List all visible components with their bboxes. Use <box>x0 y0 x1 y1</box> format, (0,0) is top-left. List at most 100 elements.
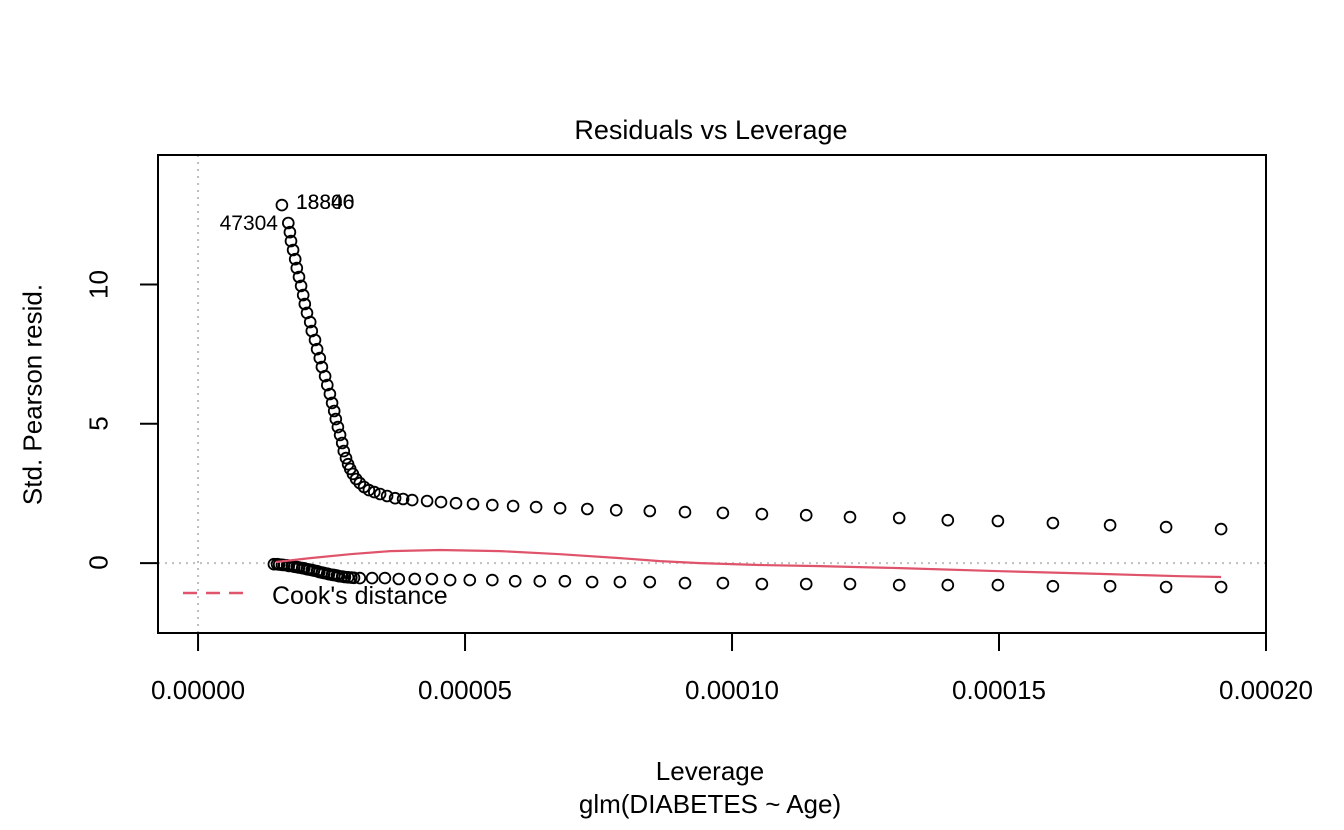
data-point <box>286 243 300 257</box>
data-point <box>449 496 463 510</box>
data-point <box>329 412 343 426</box>
x-axis-title: Leverage <box>655 756 765 786</box>
data-point <box>333 428 347 442</box>
data-point <box>799 508 813 522</box>
data-point <box>290 261 304 275</box>
data-point <box>941 513 955 527</box>
data-point <box>466 497 480 511</box>
data-point <box>396 492 410 506</box>
data-point <box>378 571 392 585</box>
data-point <box>298 297 312 311</box>
data-point <box>408 572 422 586</box>
data-point <box>420 494 434 508</box>
y-tick-label: 5 <box>83 416 114 431</box>
data-point <box>580 502 594 516</box>
data-point <box>325 396 339 410</box>
data-point <box>288 252 302 266</box>
data-point <box>755 507 769 521</box>
data-point <box>892 578 906 592</box>
data-point <box>613 575 627 589</box>
data-point <box>339 451 353 465</box>
data-point <box>335 436 349 450</box>
data-point <box>585 575 599 589</box>
data-point <box>892 511 906 525</box>
data-point <box>365 571 379 585</box>
data-point <box>755 577 769 591</box>
data-point <box>292 270 306 284</box>
data-point <box>843 510 857 524</box>
data-point <box>313 351 327 365</box>
point-label-18800: 18800 <box>296 191 355 214</box>
data-point <box>1214 522 1228 536</box>
data-point <box>941 578 955 592</box>
data-point <box>678 576 692 590</box>
data-point <box>1159 580 1173 594</box>
data-point <box>508 574 522 588</box>
data-point <box>388 491 402 505</box>
chart-title: Residuals vs Leverage <box>574 115 848 145</box>
data-point <box>275 198 289 212</box>
data-point <box>367 485 381 499</box>
data-point <box>380 489 394 503</box>
data-point <box>485 573 499 587</box>
data-point <box>529 500 543 514</box>
data-point <box>506 499 520 513</box>
data-point <box>463 573 477 587</box>
data-point <box>485 498 499 512</box>
cooks-distance-legend-label: Cook's distance <box>272 582 448 610</box>
data-point <box>320 378 334 392</box>
y-tick-label: 0 <box>83 555 114 570</box>
data-point <box>284 234 298 248</box>
data-point <box>281 216 295 230</box>
point-label-47304: 47304 <box>219 212 278 235</box>
point-label-18846: 18846 <box>296 191 355 214</box>
data-point <box>1046 579 1060 593</box>
data-point <box>843 577 857 591</box>
data-point <box>558 574 572 588</box>
data-point <box>362 483 376 497</box>
data-point <box>799 577 813 591</box>
data-point <box>991 578 1005 592</box>
smooth-line <box>275 548 1222 579</box>
data-point <box>303 315 317 329</box>
data-point <box>337 444 351 458</box>
data-point <box>1214 580 1228 594</box>
data-point <box>327 404 341 418</box>
data-point <box>296 288 310 302</box>
data-point <box>347 571 361 585</box>
data-point <box>353 571 367 585</box>
data-point <box>609 503 623 517</box>
data-point <box>533 574 547 588</box>
data-point <box>323 387 337 401</box>
data-point <box>405 493 419 507</box>
data-point <box>425 572 439 586</box>
plot-frame <box>157 154 1267 634</box>
data-point <box>716 576 730 590</box>
data-point <box>643 575 657 589</box>
data-point <box>1159 520 1173 534</box>
x-tick-label: 0.00005 <box>418 675 513 705</box>
data-point <box>308 333 322 347</box>
x-tick-label: 0.00020 <box>1219 675 1313 705</box>
data-point <box>991 514 1005 528</box>
data-point <box>643 504 657 518</box>
data-point <box>373 487 387 501</box>
data-point <box>318 369 332 383</box>
data-point <box>443 573 457 587</box>
data-point <box>349 472 363 486</box>
data-point <box>678 505 692 519</box>
model-formula-label: glm(DIABETES ~ Age) <box>578 789 842 819</box>
y-tick-label: 10 <box>83 269 114 299</box>
data-point <box>434 495 448 509</box>
x-tick-label: 0.00000 <box>151 675 246 705</box>
data-point <box>331 420 345 434</box>
data-point <box>283 225 297 239</box>
data-point <box>553 501 567 515</box>
x-tick-label: 0.00015 <box>952 675 1046 705</box>
data-point <box>716 506 730 520</box>
y-axis-title: Std. Pearson resid. <box>17 283 48 506</box>
data-point <box>1103 518 1117 532</box>
data-point <box>310 342 324 356</box>
x-tick-label: 0.00010 <box>685 675 779 705</box>
